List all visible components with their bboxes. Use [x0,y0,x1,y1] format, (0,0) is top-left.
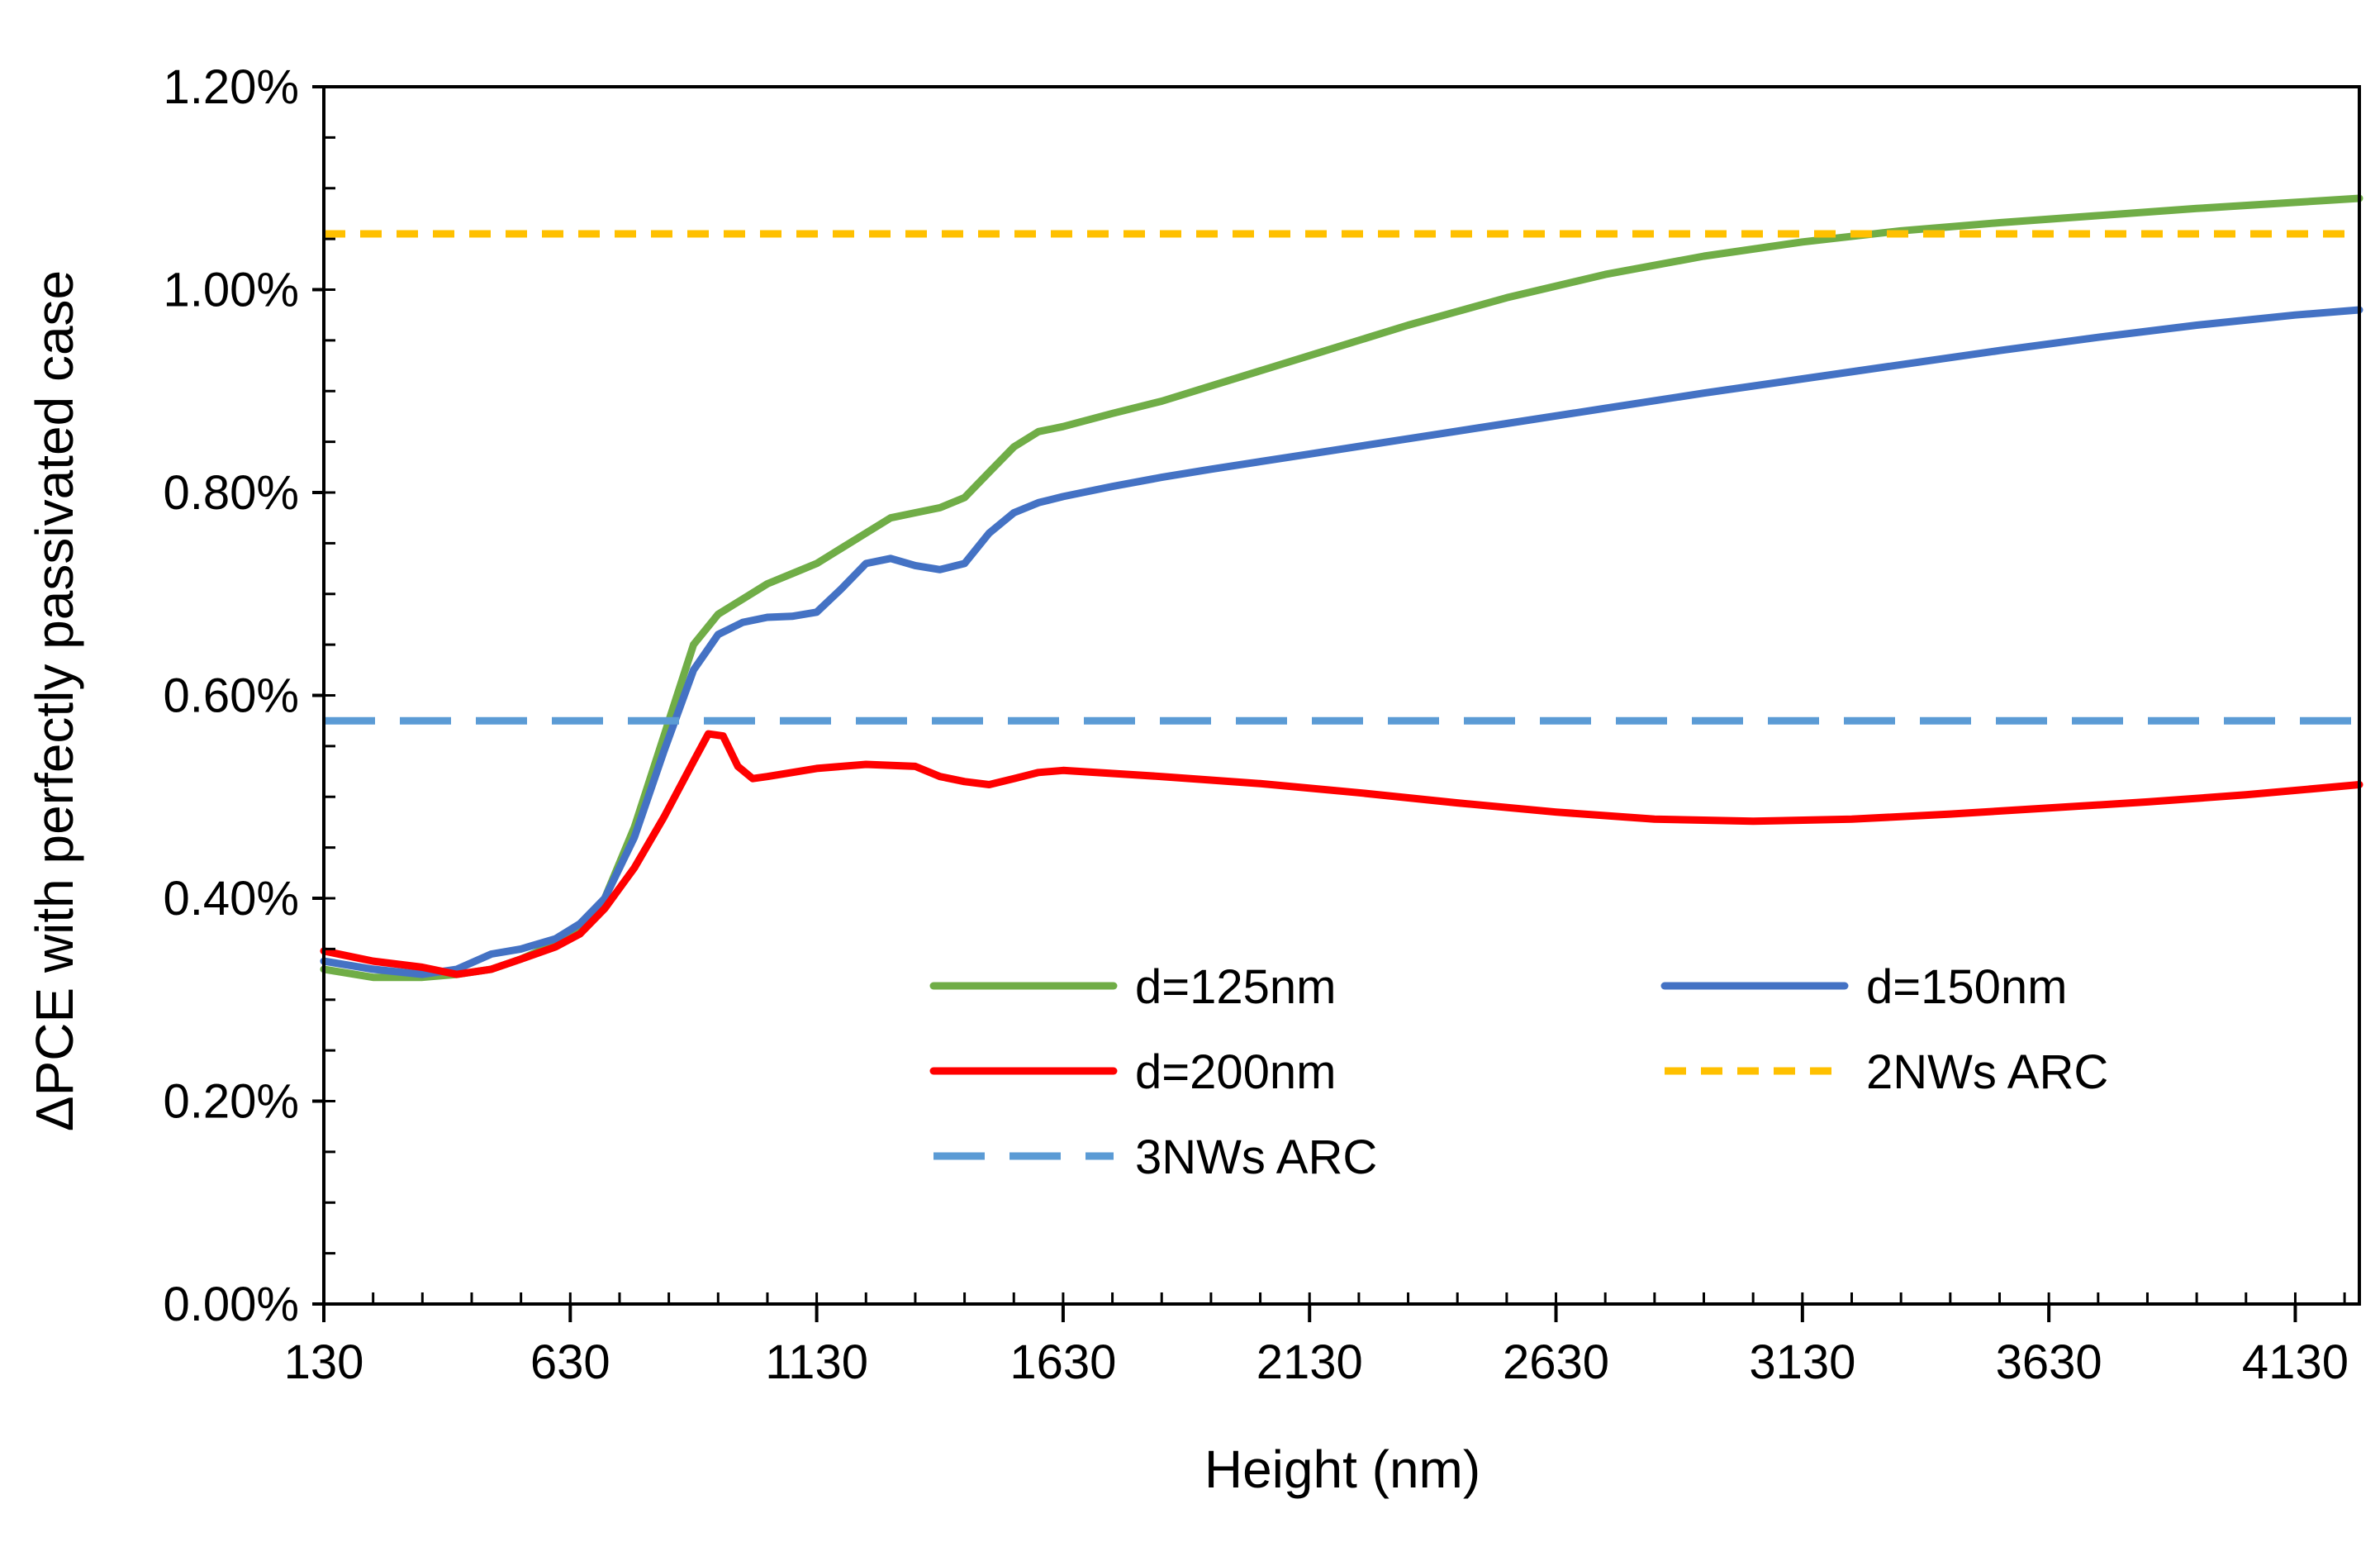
axes-layer [322,85,2361,1306]
series-layer [320,194,2363,982]
y-tick-label: 0.40% [164,872,299,926]
series-line-d-125nm [320,194,2363,982]
ticks-layer: 0.00% 0.20% 0.40% 0.60% 0.80% 1.00% 1.20% 130 63… [164,60,2349,1389]
x-axis-title: Height (nm) [1204,1440,1480,1499]
legend-label: d=125nm [1135,960,1336,1014]
y-tick-label: 1.20% [164,60,299,114]
y-tick-label: 0.80% [164,466,299,520]
y-axis-title: ΔPCE with perfectly passivated case [25,270,84,1131]
legend: d=125nm d=150nm d=200nm 2NWs ARC 3NWs ARC [929,960,2108,1184]
x-tick-label: 630 [530,1335,610,1389]
plot-frame [322,85,2361,1306]
y-tick-label: 0.20% [164,1075,299,1129]
x-tick-label: 130 [284,1335,364,1389]
x-tick-label: 1130 [765,1335,868,1389]
y-tick-label: 1.00% [164,264,299,317]
series-line-d-150nm [320,306,2363,978]
series-line-d-200nm [320,730,2363,978]
x-tick-label: 3630 [1996,1335,2102,1389]
legend-label: d=150nm [1866,960,2067,1014]
x-tick-label: 1630 [1009,1335,1116,1389]
x-tick-label: 3130 [1749,1335,1855,1389]
x-tick-label: 2130 [1257,1335,1363,1389]
legend-label: 3NWs ARC [1135,1130,1377,1184]
y-tick-label: 0.00% [164,1278,299,1331]
y-tick-label: 0.60% [164,669,299,723]
x-tick-label: 2630 [1503,1335,1609,1389]
legend-label: 2NWs ARC [1866,1045,2108,1099]
x-tick-label: 4130 [2242,1335,2349,1389]
legend-label: d=200nm [1135,1045,1336,1099]
